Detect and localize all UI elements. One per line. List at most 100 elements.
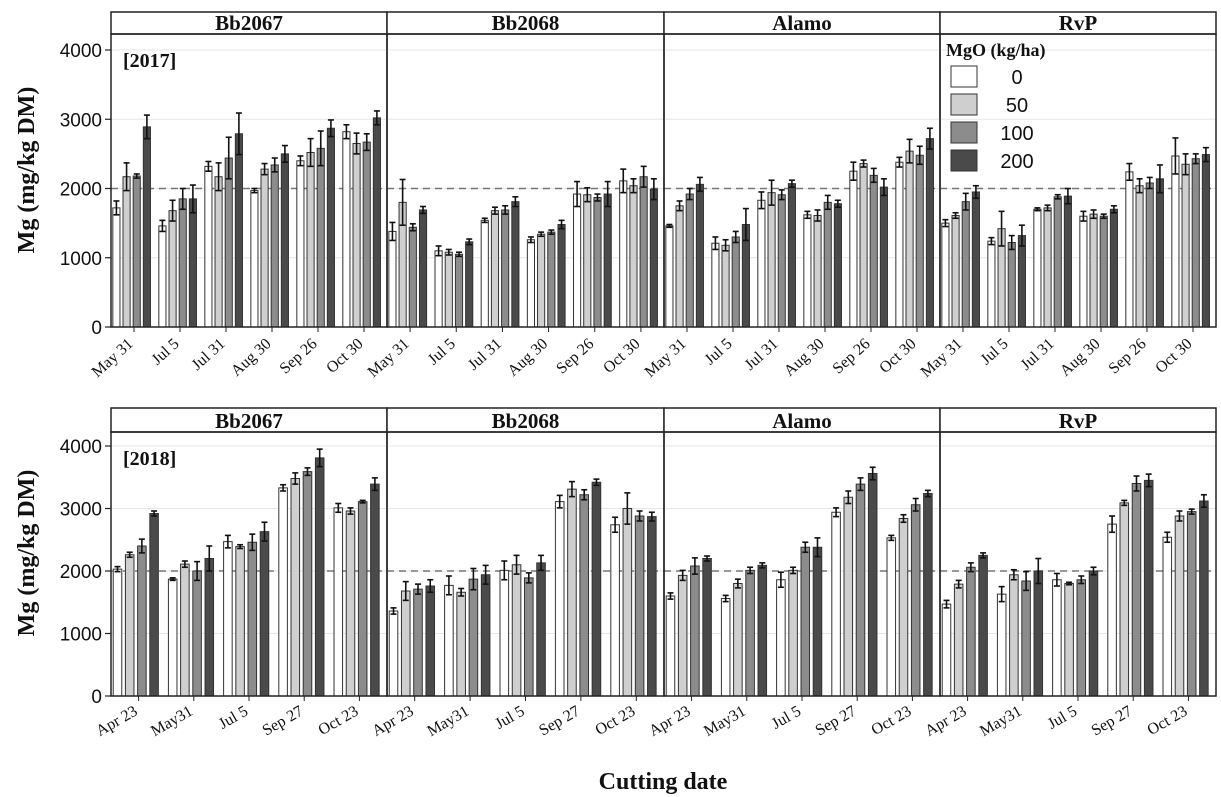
bar-100 (408, 226, 417, 328)
x-tick-label: Oct 23 (869, 703, 915, 739)
legend-swatch (950, 65, 978, 88)
y-tick-label: 4000 (60, 41, 102, 62)
bar-50 (1009, 574, 1019, 697)
bar-0 (296, 160, 305, 328)
bar-100 (454, 253, 464, 328)
bar-100 (593, 197, 602, 328)
x-tick-label: Jul 5 (769, 703, 804, 733)
bar-0 (757, 199, 766, 328)
bar-0 (434, 250, 443, 328)
bar-100 (1145, 182, 1154, 328)
bar-200 (1201, 154, 1210, 328)
x-tick-label: May 31 (365, 335, 413, 381)
bar-200 (757, 564, 768, 697)
bar-100 (800, 546, 811, 697)
bar-0 (112, 568, 123, 697)
bar-200 (603, 193, 612, 328)
strip-label: Alamo (772, 409, 832, 433)
x-tick-label: Oct 30 (876, 335, 919, 376)
x-tick-label: Jul 5 (216, 703, 251, 733)
x-tick-label: Oct 30 (323, 335, 366, 376)
bar-100 (1099, 215, 1108, 328)
bar-50 (124, 554, 135, 697)
y-tick-label: 4000 (60, 437, 102, 458)
bar-50 (767, 192, 776, 328)
legend-label: 0 (1011, 67, 1022, 89)
bar-0 (333, 507, 344, 697)
bar-100 (362, 141, 371, 328)
bar-0 (776, 579, 786, 697)
bar-200 (372, 117, 381, 328)
bar-200 (536, 562, 546, 697)
bar-100 (855, 483, 866, 697)
bar-200 (370, 483, 380, 697)
bar-100 (579, 494, 589, 697)
bar-50 (721, 244, 730, 328)
bar-50 (180, 563, 190, 697)
bar-200 (923, 493, 933, 697)
x-tick-label: Oct 30 (600, 335, 643, 376)
facet-Alamo: May 31 Jul 5 Jul 31 Aug 30 Sep 26 Oct 30 Alamo (642, 11, 941, 381)
bar-200 (971, 191, 980, 328)
bar-50 (1043, 207, 1052, 328)
bar-100 (1186, 511, 1197, 697)
bar-100 (413, 588, 423, 697)
bar-0 (831, 511, 841, 697)
bar-50 (352, 142, 361, 328)
bar-50 (537, 233, 546, 328)
bar-100 (192, 570, 202, 697)
x-tick-label: Sep 26 (277, 335, 321, 377)
x-tick-label: Jul 5 (978, 335, 1012, 368)
bar-100 (639, 176, 648, 328)
bar-200 (557, 224, 566, 328)
x-tick-label: Jul 5 (425, 335, 459, 368)
bar-200 (833, 203, 842, 328)
bar-200 (879, 186, 888, 328)
x-tick-label: Oct 23 (316, 703, 362, 739)
bar-200 (326, 127, 335, 328)
bar-100 (745, 569, 755, 697)
y-tick-label: 0 (91, 318, 102, 339)
bar-0 (158, 225, 167, 328)
facet-Alamo: Apr 23 May31 Jul 5 Sep 27 Oct 23 Alamo (646, 407, 941, 740)
bar-200 (142, 126, 151, 328)
bar-100 (1021, 580, 1031, 697)
bar-0 (388, 230, 397, 328)
bar-0 (554, 501, 565, 697)
x-tick-label: Apr 23 (369, 703, 416, 740)
bar-0 (1125, 171, 1134, 328)
bar-50 (290, 478, 301, 697)
bar-0 (610, 524, 620, 697)
bar-50 (905, 150, 914, 328)
bar-0 (720, 598, 731, 697)
bar-0 (1107, 523, 1117, 697)
legend-swatch (950, 121, 978, 144)
x-tick-label: Jul 31 (189, 335, 229, 374)
bar-0 (112, 207, 121, 328)
bar-100 (270, 164, 279, 328)
bar-200 (1155, 178, 1164, 328)
bar-100 (966, 566, 976, 697)
bar-100 (1053, 196, 1062, 328)
bar-50 (583, 194, 592, 328)
y-tick-label: 1000 (60, 249, 102, 270)
bar-200 (1109, 208, 1118, 328)
bar-50 (629, 185, 638, 328)
bar-50 (567, 488, 577, 697)
bar-200 (234, 133, 243, 328)
strip-label: RvP (1059, 409, 1098, 433)
bar-50 (675, 205, 684, 328)
x-tick-label: Sep 27 (260, 703, 307, 740)
bar-50 (400, 590, 411, 697)
x-tick-label: May31 (148, 703, 196, 740)
bar-50 (953, 583, 964, 697)
strip-label: Bb2067 (215, 11, 283, 35)
bar-0 (444, 584, 454, 697)
bar-100 (247, 541, 258, 697)
bar-50 (345, 510, 356, 697)
bar-0 (223, 541, 233, 697)
facet-Bb2067: May 31 Jul 5 Jul 31 Aug 30 Sep 26 Oct 30 Bb206… (89, 11, 388, 381)
y-axis-title-2017: Mg (mg/kg DM) (14, 87, 40, 254)
bar-0 (1079, 215, 1088, 328)
bar-100 (547, 231, 556, 328)
